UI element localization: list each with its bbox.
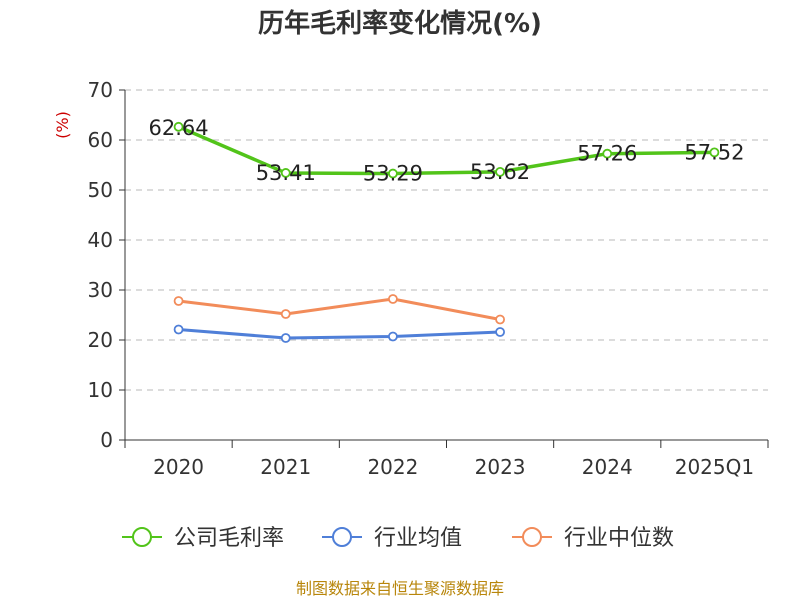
y-tick-label-70: 70 [88, 78, 113, 102]
data-label-2022: 53.29 [363, 162, 423, 186]
data-label-2021: 53.41 [256, 161, 316, 185]
x-tick-label-2024: 2024 [582, 455, 633, 479]
y-tick-label-40: 40 [88, 228, 113, 252]
legend-marker-0 [132, 527, 152, 547]
y-tick-label-20: 20 [88, 328, 113, 352]
y-tick-label-30: 30 [88, 278, 113, 302]
data-labels: 62.64 53.41 53.29 53.62 57.26 57.52 [149, 116, 745, 186]
data-point-1-2020 [173, 324, 184, 335]
legend-marker-2 [522, 527, 542, 547]
y-tick-label-0: 0 [100, 428, 113, 452]
legend-item-0[interactable]: 公司毛利率 [122, 526, 284, 551]
data-label-2025Q1: 57.52 [684, 140, 744, 164]
x-tick-label-2021: 2021 [260, 455, 311, 479]
y-tick-label-60: 60 [88, 128, 113, 152]
data-point-0-2020 [173, 121, 184, 132]
series-line-0 [177, 125, 715, 176]
legend-label-2: 行业中位数 [564, 526, 674, 551]
series-lines [173, 121, 720, 343]
chart-title: 历年毛利率变化情况(%) [258, 8, 542, 39]
legend-item-1[interactable]: 行业均值 [322, 526, 462, 551]
data-point-2-2022 [388, 294, 398, 304]
data-point-1-2023 [495, 327, 505, 337]
grid-lines [125, 89, 768, 391]
legend-label-1: 行业均值 [374, 526, 462, 551]
legend-item-2[interactable]: 行业中位数 [512, 526, 674, 551]
axes: 0 10 20 30 40 50 60 70 2020 2021 2022 2023 2024 2025Q… [88, 78, 769, 479]
data-point-0-2025Q1 [709, 147, 720, 158]
source-note: 制图数据来自恒生聚源数据库 [296, 579, 504, 598]
data-point-2-2020 [173, 296, 184, 306]
x-tick-label-2020: 2020 [153, 455, 204, 479]
data-point-2-2023 [495, 314, 505, 325]
data-label-2024: 57.26 [577, 142, 637, 166]
data-point-1-2021 [280, 333, 291, 343]
x-tick-label-2022: 2022 [367, 455, 418, 479]
data-point-1-2022 [388, 331, 398, 342]
data-point-0-2023 [495, 166, 505, 177]
y-tick-label-50: 50 [88, 178, 113, 202]
x-tick-label-2025Q1: 2025Q1 [675, 455, 754, 479]
data-label-2020: 62.64 [149, 116, 209, 140]
legend-label-0: 公司毛利率 [174, 526, 284, 551]
series-line-1 [178, 328, 501, 340]
data-label-2023: 53.62 [470, 160, 530, 184]
data-point-0-2022 [388, 168, 398, 179]
data-point-0-2024 [602, 148, 613, 159]
series-line-2 [178, 297, 501, 321]
x-tick-label-2023: 2023 [475, 455, 526, 479]
data-point-0-2021 [280, 168, 291, 178]
y-axis-label: (%) [53, 111, 72, 139]
legend[interactable]: 公司毛利率 行业均值 行业中位数 [122, 526, 674, 551]
data-point-2-2021 [280, 309, 291, 319]
y-tick-label-10: 10 [88, 378, 113, 402]
legend-marker-1 [332, 527, 352, 547]
